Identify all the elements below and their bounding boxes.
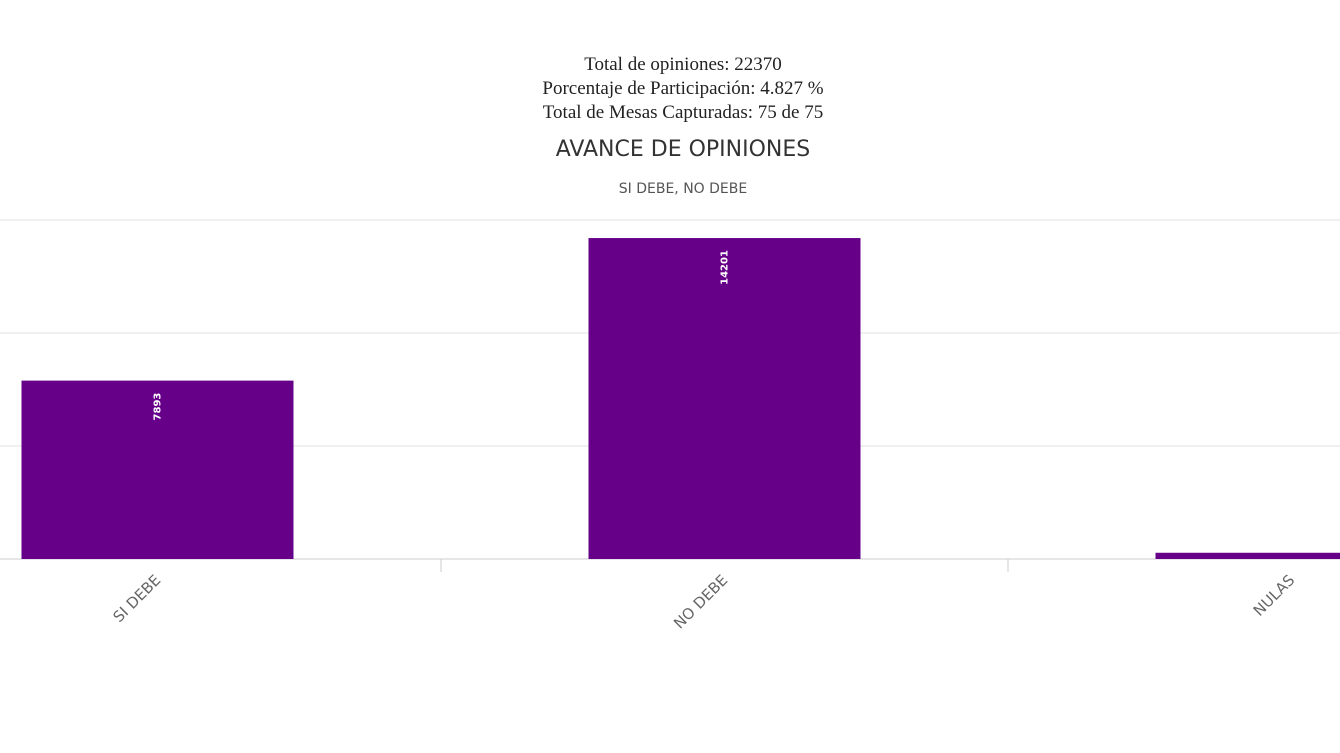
chart-subtitle: SI DEBE, NO DEBE — [619, 181, 747, 197]
value-label: 14201 — [720, 250, 731, 285]
bar — [1155, 552, 1340, 559]
header-line: Total de Mesas Capturadas: 75 de 75 — [543, 102, 823, 123]
header-line: Total de opiniones: 22370 — [584, 54, 782, 75]
x-tick-label: SI DEBE — [110, 571, 165, 626]
chart-title: AVANCE DE OPINIONES — [556, 137, 811, 162]
x-tick-label: NO DEBE — [670, 571, 731, 632]
bar — [21, 380, 294, 559]
x-tick-label: NULAS — [1250, 571, 1299, 620]
header-line: Porcentaje de Participación: 4.827 % — [542, 78, 823, 99]
bar — [588, 238, 861, 559]
value-label: 7893 — [153, 393, 164, 421]
